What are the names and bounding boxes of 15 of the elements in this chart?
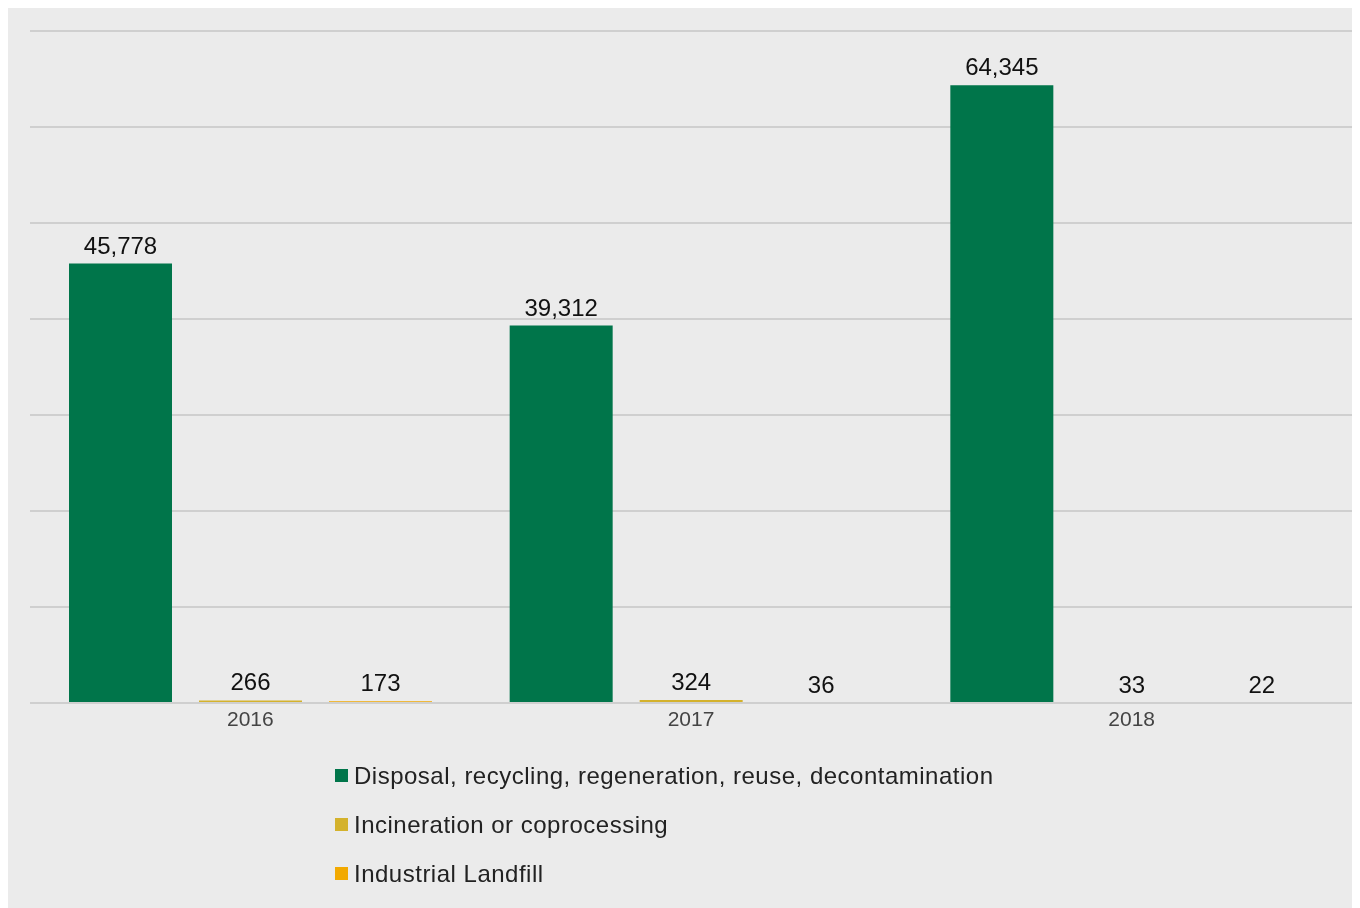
data-label: 45,778 (83, 231, 158, 259)
data-label: 22 (1248, 670, 1276, 698)
legend-label: Disposal, recycling, regeneration, reuse, decontamination (354, 761, 994, 790)
data-label: 33 (1118, 670, 1146, 698)
data-label: 64,345 (965, 53, 1039, 81)
data-label: 173 (360, 669, 401, 697)
data-label: 324 (671, 667, 712, 695)
x-tick-label: 2017 (667, 706, 715, 730)
data-label: 36 (807, 670, 835, 698)
x-tick-label: 2018 (1108, 706, 1156, 730)
legend-label: Industrial Landfill (354, 859, 544, 888)
x-tick-label: 2016 (226, 706, 274, 730)
legend-label: Incineration or coprocessing (354, 810, 669, 839)
data-label: 266 (230, 668, 271, 696)
data-label: 39,312 (524, 293, 598, 321)
